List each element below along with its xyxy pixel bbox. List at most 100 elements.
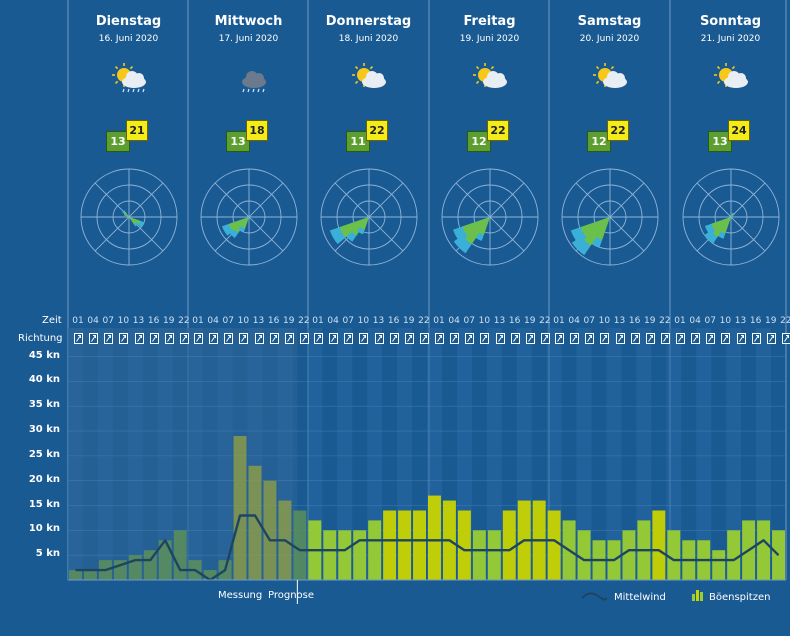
rose-sector <box>233 217 249 233</box>
arrow-icon <box>391 335 397 342</box>
wind-direction-icon <box>374 333 384 344</box>
rose-sector <box>462 217 490 237</box>
wind-direction-icon <box>194 333 203 344</box>
day-column: Dienstag 16. Juni 2020 13 21 <box>68 0 189 300</box>
hour-tick: 13 <box>734 316 747 326</box>
arrow-icon <box>196 335 201 342</box>
hour-tick: 01 <box>192 316 204 326</box>
hour-tick: 10 <box>117 316 130 326</box>
rose-sector <box>710 217 731 238</box>
gust-bar <box>712 550 726 580</box>
wind-direction-icon <box>104 333 114 344</box>
arrow-icon <box>753 335 759 342</box>
day-date: 16. Juni 2020 <box>98 34 159 44</box>
wind-direction-icon <box>465 333 475 344</box>
sun-cloud-icon <box>714 63 748 88</box>
wind-direction-icon <box>751 333 761 344</box>
max-temperature-badge: 22 <box>607 120 629 141</box>
mean-wind-line <box>75 514 780 582</box>
max-temperature-badge: 21 <box>126 120 148 141</box>
y-tick-label: 35 kn <box>28 399 60 411</box>
day-date: 21. Juni 2020 <box>700 34 761 44</box>
rose-sector <box>350 217 369 236</box>
day-date: 18. Juni 2020 <box>338 34 399 44</box>
gust-bar <box>69 570 82 580</box>
gust-bar <box>622 530 636 580</box>
gust-bar <box>757 520 771 580</box>
time-stripe <box>606 328 622 580</box>
rose-sector <box>462 217 490 245</box>
sun-cloud-icon <box>473 63 507 88</box>
gust-bar <box>203 570 217 580</box>
messung-label: Messung <box>218 590 263 601</box>
wind-rose <box>80 168 178 266</box>
arrow-icon <box>572 335 578 342</box>
y-tick-label: 45 kn <box>28 349 60 361</box>
min-temperature-badge: 13 <box>106 131 130 152</box>
arrow-icon <box>437 335 442 342</box>
wind-direction-icon <box>299 333 309 344</box>
arrow-icon <box>678 335 683 342</box>
hour-tick: 01 <box>553 316 565 326</box>
arrow-icon <box>662 335 668 342</box>
hour-tick: 01 <box>72 316 84 326</box>
hour-tick: 07 <box>463 316 475 326</box>
wind-direction-icon <box>389 333 399 344</box>
arrow-icon <box>181 335 187 342</box>
wind-direction-icon <box>134 333 144 344</box>
arrow-icon <box>467 335 473 342</box>
day-name: Mittwoch <box>214 14 283 29</box>
wind-direction-icon <box>630 333 640 344</box>
day-date: 20. Juni 2020 <box>579 34 640 44</box>
wind-direction-icon <box>164 333 174 344</box>
hour-tick: 16 <box>387 316 400 326</box>
min-temperature-badge: 12 <box>587 131 611 152</box>
rose-sector <box>581 217 610 246</box>
wind-direction-icon <box>239 333 249 344</box>
wind-direction-icon <box>691 333 701 344</box>
hour-tick: 13 <box>613 316 626 326</box>
prognose-label: Prognose <box>268 590 315 601</box>
hour-tick: 16 <box>267 316 280 326</box>
gust-bar <box>248 465 262 580</box>
hour-tick: 13 <box>372 316 385 326</box>
day-name: Freitag <box>463 14 516 29</box>
hour-tick: 10 <box>237 316 250 326</box>
wind-rose <box>682 168 780 266</box>
hour-tick: 19 <box>403 316 415 326</box>
hour-tick: 01 <box>312 316 324 326</box>
y-tick-label: 40 kn <box>28 374 60 386</box>
wind-direction-icon <box>645 333 655 344</box>
wind-direction-icon <box>450 333 460 344</box>
wind-direction-icon <box>555 333 564 344</box>
gust-bar <box>487 530 501 580</box>
arrow-icon <box>587 335 593 342</box>
arrow-icon <box>346 335 352 342</box>
boenspitzen-legend-icon <box>696 590 699 601</box>
hour-tick: 10 <box>719 316 732 326</box>
rose-sector <box>731 213 734 217</box>
hour-tick: 07 <box>704 316 716 326</box>
hour-tick: 04 <box>448 316 460 326</box>
gust-bar <box>413 510 426 580</box>
day-date: 19. Juni 2020 <box>459 34 520 44</box>
wind-direction-icon <box>525 333 535 344</box>
wind-rose <box>320 168 418 266</box>
hour-tick: 16 <box>508 316 521 326</box>
rose-sector <box>123 211 129 217</box>
hour-tick: 07 <box>222 316 234 326</box>
arrow-icon <box>226 335 232 342</box>
gust-bar <box>338 530 352 580</box>
wind-direction-icon <box>119 333 129 344</box>
arrow-icon <box>497 335 503 342</box>
day-column: Donnerstag 18. Juni 2020 11 22 <box>308 0 429 300</box>
hour-tick: 22 <box>539 316 551 326</box>
hour-tick: 01 <box>674 316 686 326</box>
richtung-label: Richtung <box>18 333 63 344</box>
wind-direction-icon <box>540 333 550 344</box>
day-name: Dienstag <box>95 14 162 29</box>
hour-tick: 19 <box>765 316 777 326</box>
gust-bar <box>83 570 97 580</box>
wind-direction-icon <box>329 333 339 344</box>
